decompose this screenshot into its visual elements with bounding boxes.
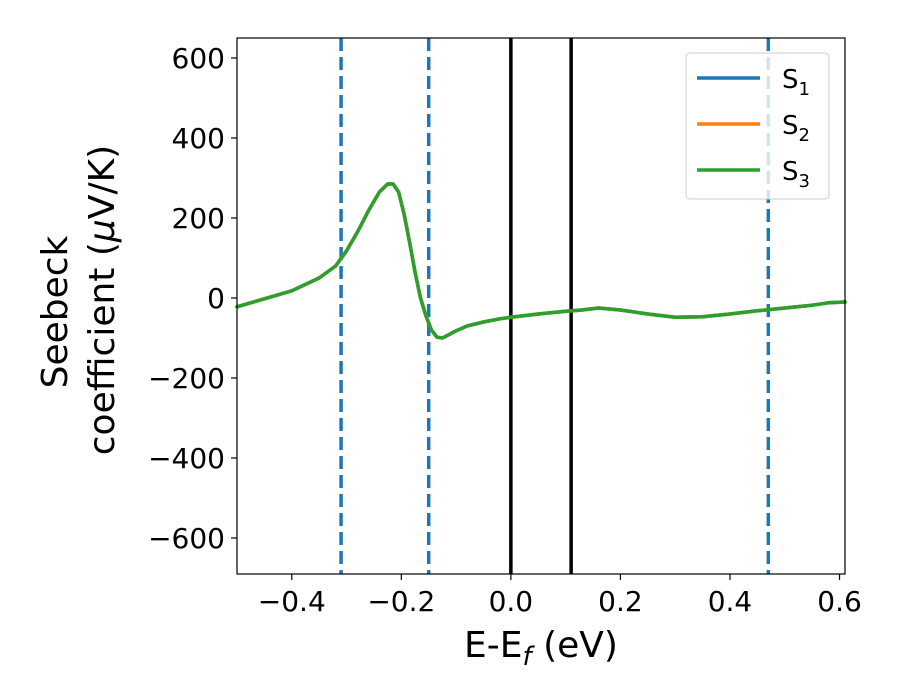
legend-label-3: S3 [782, 157, 810, 192]
y-tick-label: 600 [172, 42, 225, 75]
x-tick-label: 0.6 [817, 585, 862, 618]
plot-frame [236, 37, 846, 575]
y-tick-label: 400 [172, 122, 225, 155]
y-axis-ticks: −600 −400 −200 0 200 400 600 [148, 42, 237, 555]
x-axis-label: E-Ef (eV) [464, 625, 618, 672]
legend-label-1: S1 [782, 65, 810, 100]
y-tick-label: −600 [148, 522, 225, 555]
y-tick-label: −200 [148, 362, 225, 395]
y-axis-label: Seebeck coefficient (μV/K) [35, 145, 123, 455]
legend-label-2: S2 [782, 111, 810, 146]
x-tick-label: 0.4 [708, 585, 753, 618]
legend: S1 S2 S3 [685, 52, 830, 200]
vertical-marker-lines [339, 38, 771, 574]
x-axis-ticks: −0.4 −0.2 0.0 0.2 0.4 0.6 [258, 574, 862, 618]
y-axis-label-line1: Seebeck [35, 235, 76, 388]
legend-box [685, 52, 830, 200]
x-tick-label: 0.2 [598, 585, 643, 618]
y-tick-label: 200 [172, 202, 225, 235]
y-tick-label: −400 [148, 442, 225, 475]
series-line-3 [235, 182, 847, 340]
series-lines [235, 182, 847, 340]
x-tick-label: −0.2 [367, 585, 435, 618]
y-axis-label-line2: coefficient (μV/K) [82, 145, 123, 455]
y-tick-label: 0 [207, 282, 225, 315]
x-tick-label: 0.0 [489, 585, 534, 618]
x-tick-label: −0.4 [258, 585, 326, 618]
